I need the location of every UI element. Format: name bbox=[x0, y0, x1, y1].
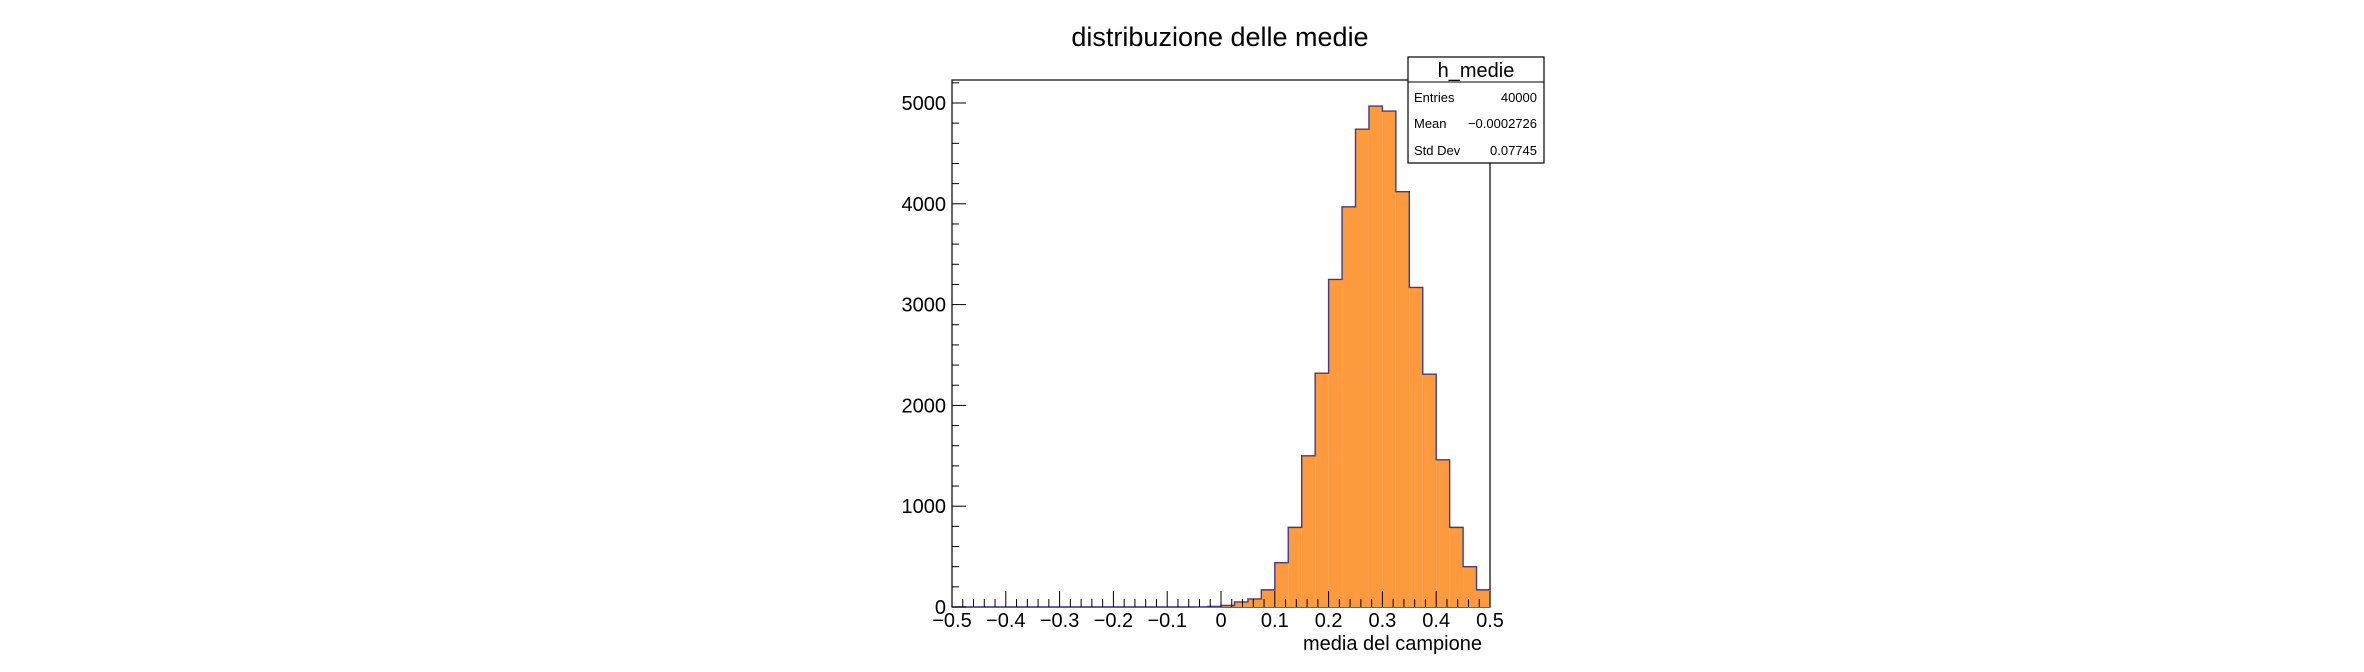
histogram-bars bbox=[1194, 106, 1490, 608]
x-tick-label: −0.5 bbox=[932, 610, 971, 632]
stats-mean-value: −0.0002726 bbox=[1468, 116, 1537, 131]
y-tick-label: 2000 bbox=[902, 395, 947, 417]
histogram-outline bbox=[952, 105, 1490, 608]
histogram-bar bbox=[1328, 279, 1343, 607]
x-tick-label: 0.2 bbox=[1315, 610, 1343, 632]
y-tick-label: 1000 bbox=[902, 496, 947, 518]
histogram-bar bbox=[1449, 527, 1464, 607]
histogram-bar bbox=[1395, 191, 1410, 608]
stats-mean-label: Mean bbox=[1414, 116, 1447, 131]
x-tick-label: −0.2 bbox=[1094, 610, 1133, 632]
x-tick-label: −0.4 bbox=[986, 610, 1025, 632]
stats-stddev-label: Std Dev bbox=[1414, 143, 1461, 158]
axis-ticks bbox=[951, 82, 1491, 608]
histogram-bar bbox=[1436, 459, 1450, 607]
histogram-bar bbox=[1261, 589, 1275, 607]
stats-stddev-value: 0.07745 bbox=[1490, 143, 1537, 158]
x-axis-label: media del campione bbox=[1303, 633, 1482, 655]
y-tick-labels: 0 1000 2000 3000 4000 5000 bbox=[902, 93, 947, 619]
histogram-bar bbox=[1368, 106, 1383, 608]
x-tick-labels: −0.5 −0.4 −0.3 −0.2 −0.1 0 0.1 0.2 0.3 0.4 0.5 bbox=[932, 610, 1504, 632]
x-tick-label: 0.5 bbox=[1476, 610, 1504, 632]
y-tick-label: 3000 bbox=[902, 295, 947, 317]
x-tick-label: −0.3 bbox=[1040, 610, 1079, 632]
histogram-bar bbox=[1342, 206, 1356, 607]
stats-box: h_medie Entries 40000 Mean −0.0002726 St… bbox=[1407, 56, 1545, 164]
x-tick-label: 0.1 bbox=[1261, 610, 1289, 632]
histogram-bar bbox=[1382, 111, 1396, 608]
histogram-bar bbox=[1463, 566, 1477, 607]
histogram-bar bbox=[1476, 589, 1490, 607]
chart-title: distribuzione delle medie bbox=[1071, 22, 1368, 52]
y-tick-label: 0 bbox=[935, 597, 946, 619]
histogram-bar bbox=[1247, 598, 1262, 607]
histogram-bar bbox=[1315, 373, 1329, 607]
stats-entries-value: 40000 bbox=[1501, 90, 1537, 105]
histogram-bar bbox=[1409, 287, 1423, 607]
histogram-bar bbox=[1301, 455, 1316, 607]
histogram-bar bbox=[1422, 374, 1437, 607]
stats-box-title: h_medie bbox=[1438, 60, 1515, 82]
histogram-bar bbox=[1221, 605, 1235, 607]
y-tick-label: 4000 bbox=[902, 194, 947, 216]
x-tick-label: 0.3 bbox=[1368, 610, 1396, 632]
stats-entries-label: Entries bbox=[1414, 90, 1455, 105]
histogram-bar bbox=[1355, 129, 1369, 607]
histogram-bar bbox=[1234, 601, 1248, 607]
histogram-bar bbox=[1288, 527, 1302, 607]
y-tick-label: 5000 bbox=[902, 93, 947, 115]
histogram-bar bbox=[1274, 562, 1289, 607]
x-tick-label: 0 bbox=[1215, 610, 1226, 632]
x-tick-label: −0.1 bbox=[1147, 610, 1186, 632]
x-tick-label: 0.4 bbox=[1422, 610, 1450, 632]
